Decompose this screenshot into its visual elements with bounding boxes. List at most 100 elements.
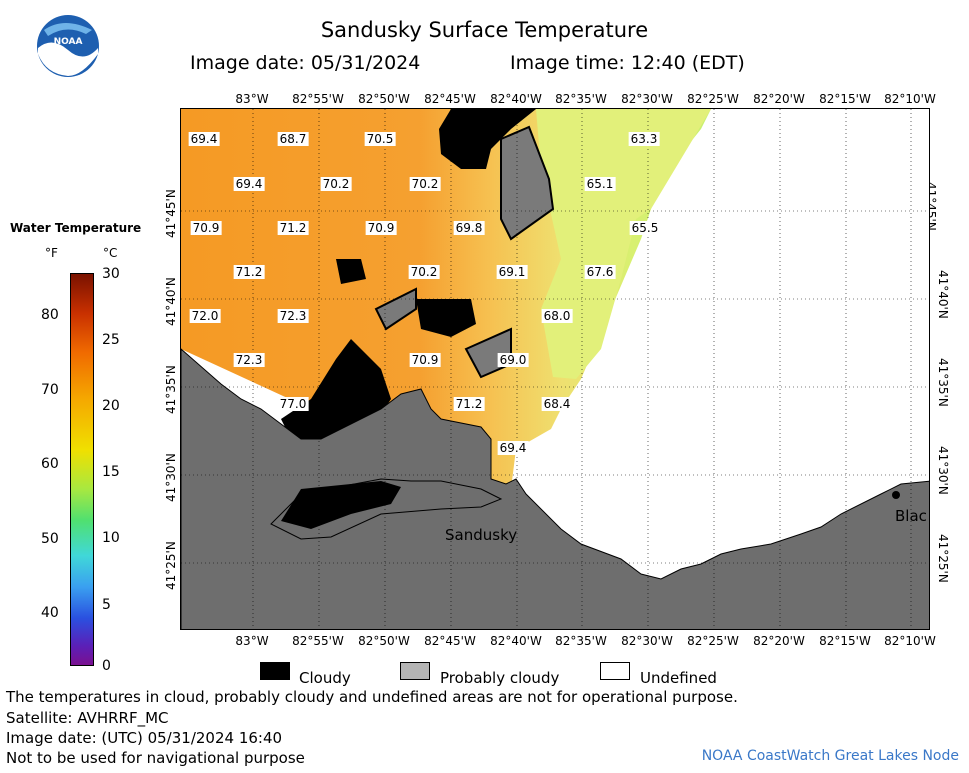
legend-f-tick: 70 — [41, 382, 59, 398]
legend-c-tick: 5 — [102, 597, 111, 613]
temp-label: 70.2 — [320, 177, 352, 191]
temp-label: 69.0 — [497, 353, 529, 367]
temp-label: 68.0 — [541, 309, 573, 323]
footer-utc-date: Image date: (UTC) 05/31/2024 16:40 — [6, 729, 283, 747]
temp-label: 65.5 — [629, 221, 661, 235]
legend-c-tick: 30 — [102, 266, 120, 282]
legend-f-tick: 50 — [41, 531, 59, 547]
temp-label: 72.3 — [233, 353, 265, 367]
land-area — [181, 348, 929, 629]
lon-label-bottom: 83°W — [235, 634, 269, 648]
temp-label: 70.9 — [365, 221, 397, 235]
lon-label-top: 82°40'W — [490, 92, 542, 106]
lon-label-bottom: 82°45'W — [424, 634, 476, 648]
lon-label-bottom: 82°30'W — [621, 634, 673, 648]
footer-nav-warning: Not to be used for navigational purpose — [6, 749, 305, 767]
lat-label-left: 41°45'N — [164, 189, 178, 238]
legend-unit-c: °C — [103, 246, 118, 260]
legend-unit-f: °F — [45, 246, 58, 260]
cloud-area — [439, 109, 536, 169]
temp-label: 70.9 — [190, 221, 222, 235]
temp-label: 67.6 — [584, 265, 616, 279]
temp-label: 71.2 — [453, 397, 485, 411]
temp-label: 77.0 — [277, 397, 309, 411]
lon-label-top: 82°45'W — [424, 92, 476, 106]
lon-label-top: 82°35'W — [555, 92, 607, 106]
lon-label-top: 82°25'W — [687, 92, 739, 106]
temp-label: 69.4 — [233, 177, 265, 191]
noaa-logo: NOAA — [36, 14, 100, 78]
temp-label: 69.4 — [497, 441, 529, 455]
lon-label-top: 82°10'W — [884, 92, 936, 106]
lat-label-right: 41°40'N — [936, 270, 950, 319]
legend-title: Water Temperature — [10, 221, 142, 235]
page-title: Sandusky Surface Temperature — [320, 18, 649, 42]
lat-label-right: 41°30'N — [936, 446, 950, 495]
lon-label-bottom: 82°15'W — [819, 634, 871, 648]
legend-f-tick: 60 — [41, 456, 59, 472]
lon-label-bottom: 82°50'W — [358, 634, 410, 648]
key-cloudy-label: Cloudy — [299, 669, 351, 687]
legend-c-tick: 25 — [102, 332, 120, 348]
lon-label-top: 82°15'W — [819, 92, 871, 106]
cloud-area — [281, 481, 401, 529]
temperature-map: 69.4 68.7 70.5 63.3 69.4 70.2 70.2 65.1 … — [180, 108, 930, 630]
temp-label: 72.0 — [189, 309, 221, 323]
graticule — [181, 109, 929, 629]
cloud-area — [281, 339, 391, 439]
temp-label: 72.3 — [277, 309, 309, 323]
lat-label-left: 41°25'N — [164, 541, 178, 590]
temp-label: 69.1 — [496, 265, 528, 279]
temp-label: 68.7 — [277, 132, 309, 146]
lat-label-left: 41°40'N — [164, 277, 178, 326]
lat-label-left: 41°35'N — [164, 365, 178, 414]
lon-label-top: 82°55'W — [292, 92, 344, 106]
key-undefined-label: Undefined — [640, 669, 717, 687]
legend-c-tick: 10 — [102, 530, 120, 546]
image-time: Image time: 12:40 (EDT) — [510, 52, 745, 74]
legend-c-tick: 15 — [102, 464, 120, 480]
temp-label: 70.5 — [364, 132, 396, 146]
footer-note: The temperatures in cloud, probably clou… — [6, 688, 738, 706]
key-undefined-swatch — [600, 662, 630, 680]
legend-f-tick: 40 — [41, 605, 59, 621]
cool-water — [536, 109, 711, 379]
key-cloudy-swatch — [260, 662, 290, 680]
lat-label-right: 41°25'N — [936, 534, 950, 583]
lon-label-top: 83°W — [235, 92, 269, 106]
temp-label: 70.9 — [409, 353, 441, 367]
legend-colorbar — [70, 273, 94, 666]
lon-label-top: 82°20'W — [753, 92, 805, 106]
place-label-sandusky: Sandusky — [445, 526, 518, 544]
temp-label: 68.4 — [541, 397, 573, 411]
image-date: Image date: 05/31/2024 — [190, 52, 421, 74]
lon-label-bottom: 82°35'W — [555, 634, 607, 648]
lon-label-top: 82°50'W — [358, 92, 410, 106]
temp-label: 69.8 — [453, 221, 485, 235]
key-probably-cloudy-label: Probably cloudy — [440, 669, 560, 687]
cloud-area — [416, 299, 476, 337]
temp-label: 71.2 — [233, 265, 265, 279]
svg-text:NOAA: NOAA — [54, 37, 83, 47]
legend-c-tick: 20 — [102, 398, 120, 414]
lon-label-bottom: 82°20'W — [753, 634, 805, 648]
temp-label: 69.4 — [188, 132, 220, 146]
lon-label-bottom: 82°40'W — [490, 634, 542, 648]
town-marker-icon — [892, 491, 900, 499]
temp-label: 71.2 — [277, 221, 309, 235]
map-canvas — [181, 109, 929, 629]
legend-f-tick: 80 — [41, 307, 59, 323]
lon-label-bottom: 82°55'W — [292, 634, 344, 648]
legend-c-tick: 0 — [102, 658, 111, 674]
temp-label: 70.2 — [409, 177, 441, 191]
footer-satellite: Satellite: AVHRRF_MC — [6, 709, 169, 727]
place-label-black: Blac — [895, 507, 927, 525]
temp-label: 63.3 — [628, 132, 660, 146]
lon-label-bottom: 82°25'W — [687, 634, 739, 648]
temp-label: 65.1 — [584, 177, 616, 191]
key-probably-cloudy-swatch — [400, 662, 430, 680]
lon-label-top: 82°30'W — [621, 92, 673, 106]
noaa-logo-icon: NOAA — [37, 15, 99, 77]
cloud-area — [336, 259, 366, 284]
footer-credit: NOAA CoastWatch Great Lakes Node — [701, 748, 959, 764]
